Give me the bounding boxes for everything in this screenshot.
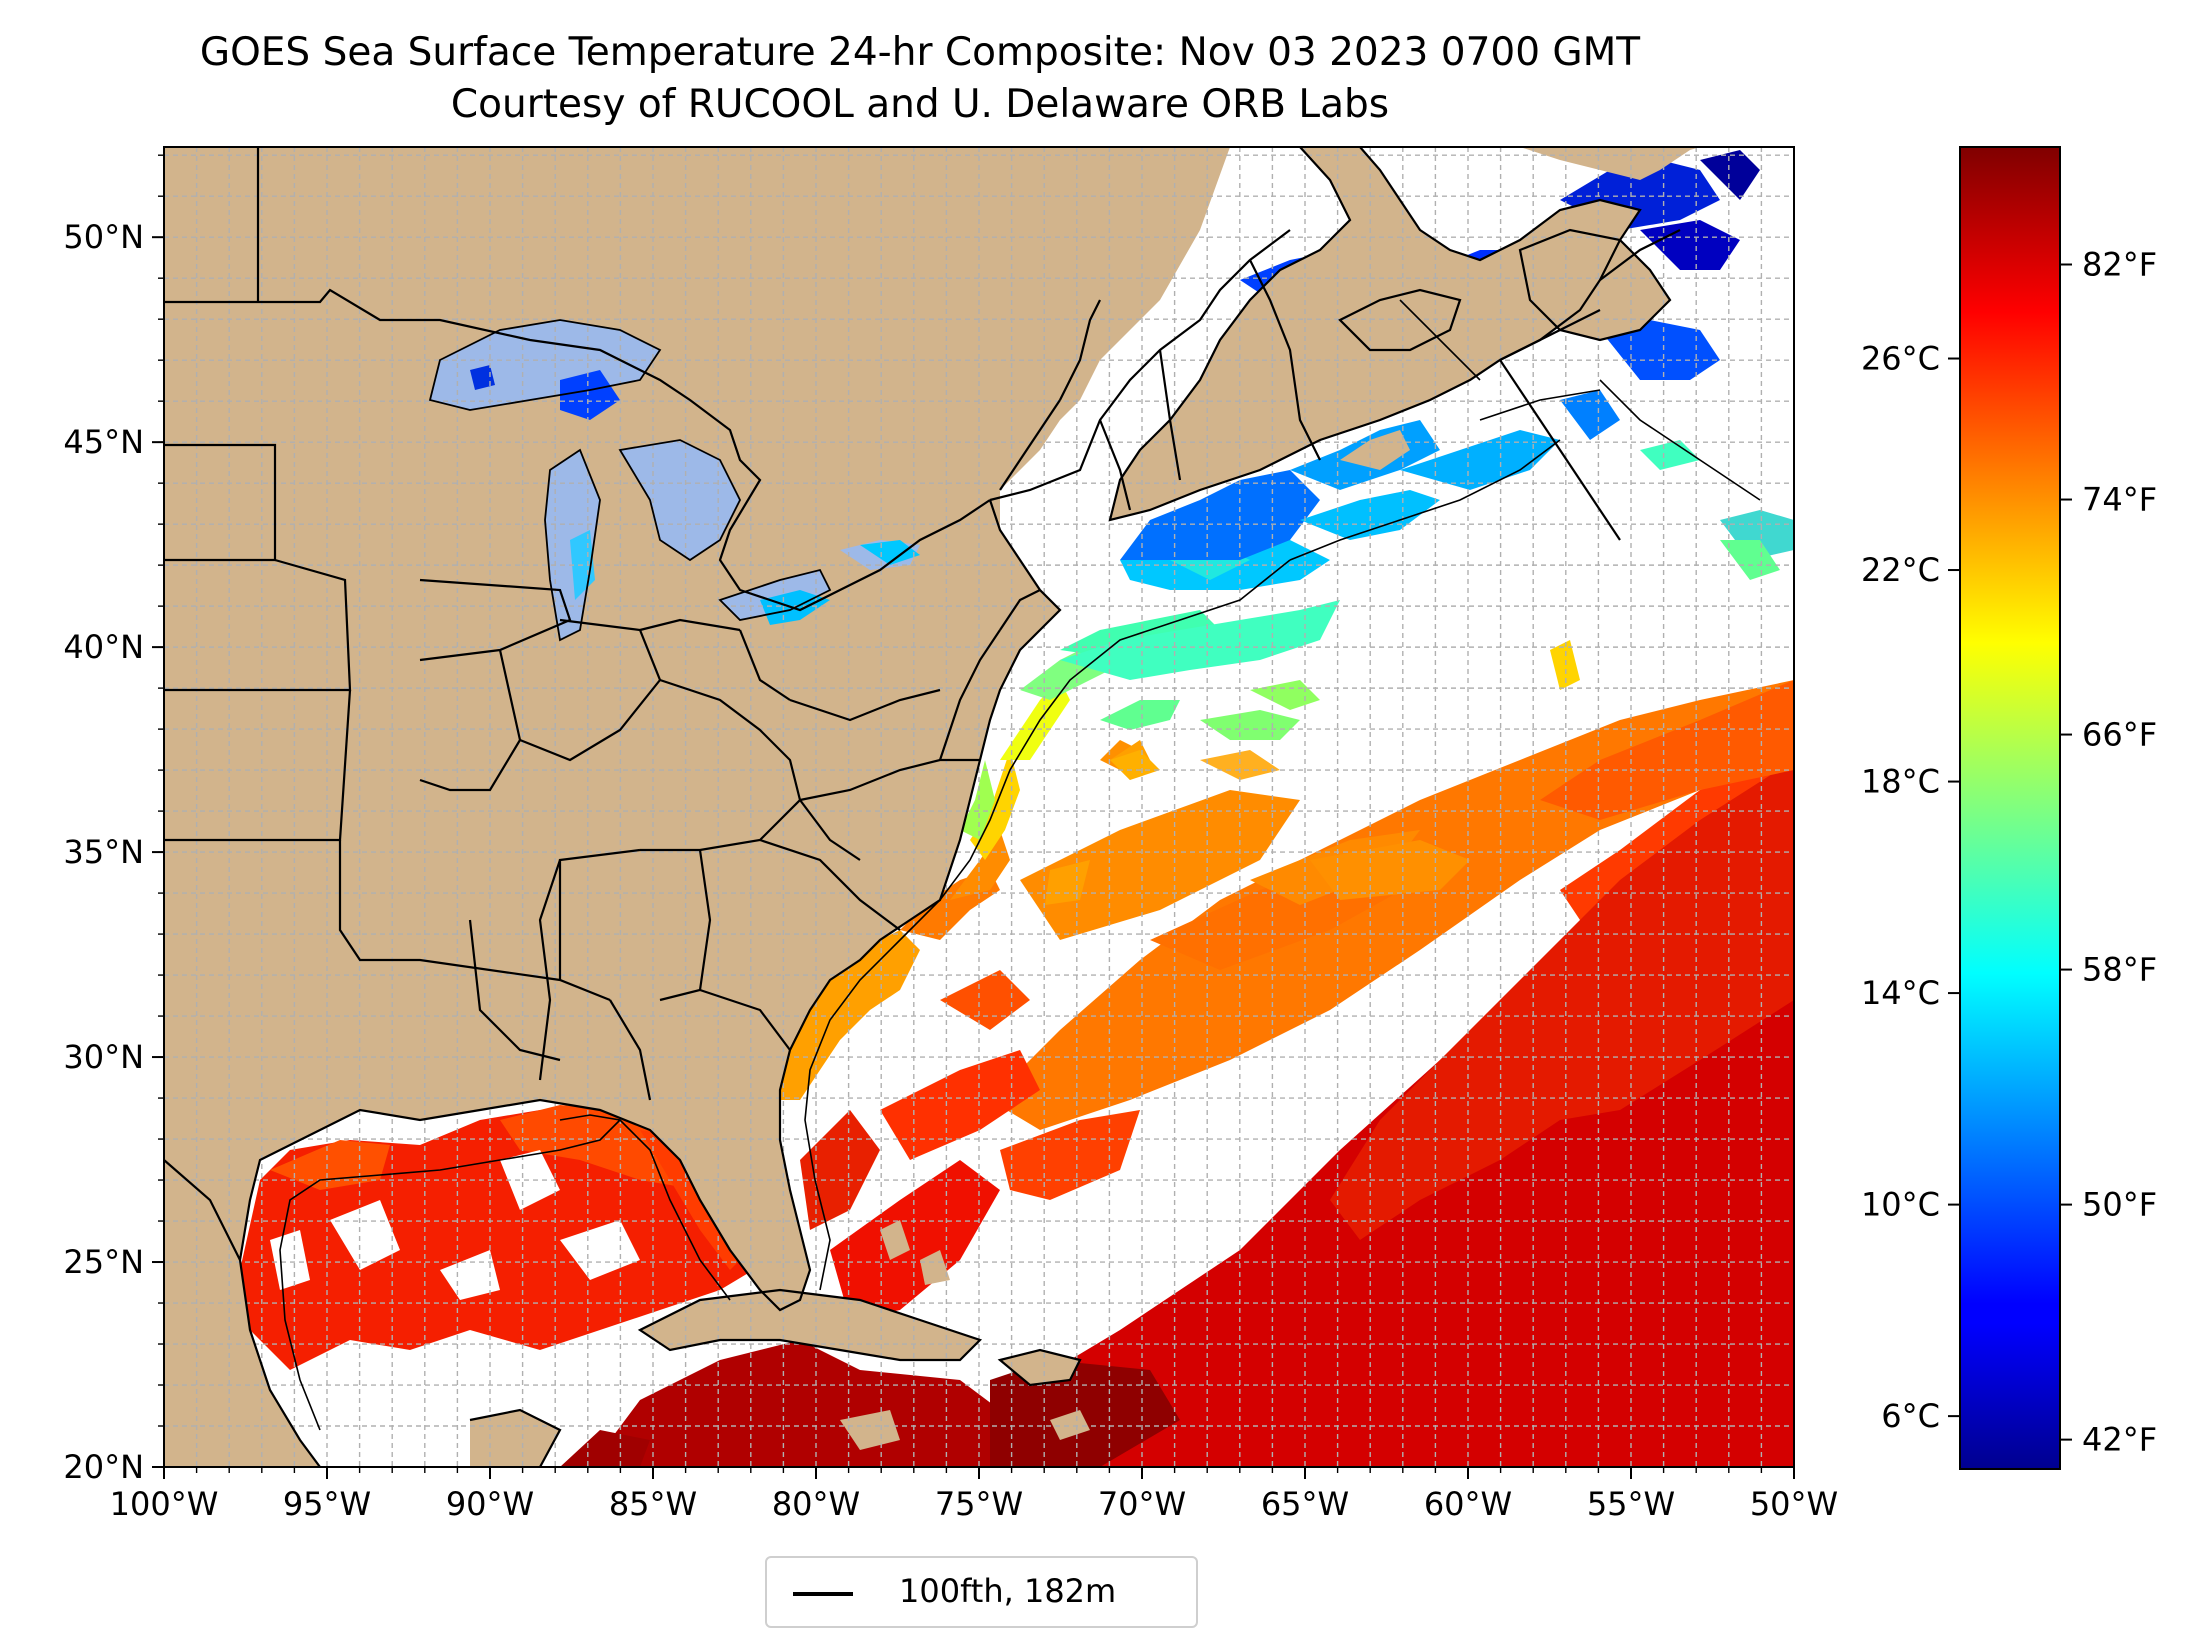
lon-tick-label: 75°W	[935, 1485, 1023, 1523]
colorbar-fahrenheit-label: 58°F	[2082, 951, 2157, 989]
lon-tick-label: 60°W	[1424, 1485, 1512, 1523]
colorbar-celsius-label: 6°C	[1881, 1397, 1940, 1435]
lat-tick-label: 25°N	[63, 1243, 144, 1281]
lon-tick-label: 55°W	[1587, 1485, 1675, 1523]
lon-axis: 100°W 95°W 90°W 85°W 80°W 75°W 70°W 65°W 60°W 55°…	[110, 1467, 1838, 1523]
colorbar-fahrenheit-label: 42°F	[2082, 1421, 2157, 1459]
lat-tick-label: 20°N	[63, 1448, 144, 1486]
map-subtitle: Courtesy of RUCOOL and U. Delaware ORB L…	[450, 82, 1390, 127]
colorbar-celsius-label: 10°C	[1861, 1186, 1940, 1224]
colorbar-celsius-label: 26°C	[1861, 340, 1940, 378]
legend-label: 100fth, 182m	[899, 1572, 1117, 1610]
colorbar-celsius-label: 14°C	[1861, 974, 1940, 1012]
colorbar-celsius-label: 18°C	[1861, 763, 1940, 801]
lon-tick-label: 65°W	[1261, 1485, 1349, 1523]
isobath-100fth	[279, 299, 1761, 1431]
colorbar-fahrenheit-label: 50°F	[2082, 1186, 2157, 1224]
land	[164, 147, 1700, 1467]
colorbar-fahrenheit-label: 82°F	[2082, 246, 2157, 284]
lat-tick-label: 35°N	[63, 833, 144, 871]
lon-tick-label: 90°W	[446, 1485, 534, 1523]
lon-tick-label: 100°W	[110, 1485, 219, 1523]
legend: 100fth, 182m	[765, 1556, 1198, 1628]
legend-line-swatch	[793, 1592, 853, 1596]
grid	[164, 147, 1794, 1467]
lat-axis: 20°N 25°N 30°N 35°N 40°N 45°N 50°N	[63, 154, 164, 1486]
boundaries	[164, 147, 1681, 1467]
lat-tick-label: 30°N	[63, 1038, 144, 1076]
colorbar-celsius-label: 22°C	[1861, 551, 1940, 589]
lon-tick-label: 80°W	[772, 1485, 860, 1523]
colorbar-fahrenheit-label: 74°F	[2082, 481, 2157, 519]
colorbar-gradient	[1959, 146, 2061, 1470]
map-title: GOES Sea Surface Temperature 24-hr Compo…	[199, 30, 1641, 75]
lon-tick-label: 70°W	[1098, 1485, 1186, 1523]
lat-tick-label: 45°N	[63, 423, 144, 461]
colorbar-fahrenheit-label: 66°F	[2082, 716, 2157, 754]
lon-tick-label: 95°W	[283, 1485, 371, 1523]
lon-tick-label: 50°W	[1750, 1485, 1838, 1523]
lat-tick-label: 40°N	[63, 628, 144, 666]
lon-tick-label: 85°W	[609, 1485, 697, 1523]
colorbar: 6°C 10°C 14°C 18°C 22°C 26°C 42°F 50°F 58°F 66°F…	[1861, 146, 2157, 1470]
colorbar-celsius-axis: 6°C 10°C 14°C 18°C 22°C 26°C	[1861, 340, 1960, 1435]
lat-tick-label: 50°N	[63, 218, 144, 256]
colorbar-fahrenheit-axis: 42°F 50°F 58°F 66°F 74°F 82°F	[2060, 246, 2157, 1459]
